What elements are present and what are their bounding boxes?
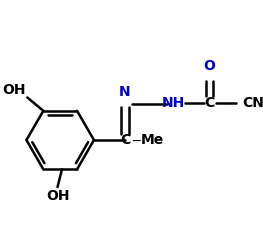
Text: N: N xyxy=(119,85,131,99)
Text: CN: CN xyxy=(242,96,263,110)
Text: Me: Me xyxy=(141,133,164,147)
Text: C: C xyxy=(204,96,215,110)
Text: C: C xyxy=(120,133,130,147)
Text: NH: NH xyxy=(162,96,185,110)
Text: ─: ─ xyxy=(132,134,140,147)
Text: O: O xyxy=(204,60,215,73)
Text: OH: OH xyxy=(2,83,26,97)
Text: OH: OH xyxy=(46,189,69,203)
